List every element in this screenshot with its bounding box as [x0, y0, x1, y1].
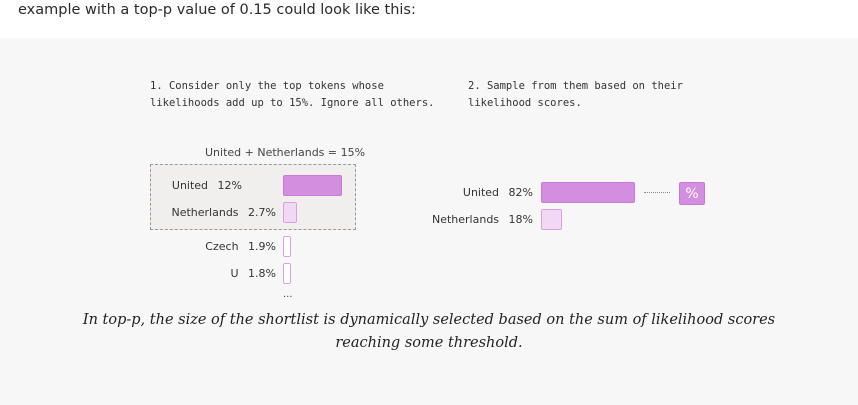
caption-line2: reaching some threshold.: [335, 335, 523, 351]
step2-line2: likelihood scores.: [468, 97, 582, 109]
bar-czech: [283, 236, 291, 257]
token-pct: 12%: [217, 179, 242, 192]
diagram-panel: 1. Consider only the top tokens whose li…: [0, 38, 858, 405]
token-name: Netherlands: [171, 206, 239, 219]
step1-line1: 1. Consider only the top tokens whose: [150, 80, 384, 92]
more-tokens-ellipsis: ...: [283, 289, 293, 300]
step1-line2: likelihoods add up to 15%. Ignore all ot…: [150, 97, 435, 109]
token-united-label-right: United 82%: [463, 186, 533, 199]
token-united-label: United 12%: [172, 179, 242, 192]
caption-line1: In top-p, the size of the shortlist is d…: [82, 312, 776, 328]
bar-netherlands-right: [541, 209, 562, 230]
token-pct: 82%: [508, 186, 533, 199]
bar-united-right: [541, 182, 635, 203]
bar-netherlands: [283, 202, 297, 223]
intro-text: example with a top-p value of 0.15 could…: [18, 2, 416, 18]
sum-label: United + Netherlands = 15%: [205, 146, 366, 159]
token-name: United: [171, 179, 209, 192]
step2-text: 2. Sample from them based on their likel…: [468, 78, 683, 112]
token-u-label: U 1.8%: [230, 267, 276, 280]
token-netherlands-label-right: Netherlands 18%: [432, 213, 533, 226]
dotted-connector: [644, 192, 670, 193]
step1-text: 1. Consider only the top tokens whose li…: [150, 78, 434, 112]
token-name: U: [230, 267, 239, 280]
token-pct: 2.7%: [248, 206, 276, 219]
token-name: Netherlands: [431, 213, 500, 226]
caption: In top-p, the size of the shortlist is d…: [0, 309, 858, 355]
bar-united: [283, 175, 342, 196]
bar-u: [283, 263, 291, 284]
token-name: Czech: [205, 240, 239, 253]
step2-line1: 2. Sample from them based on their: [468, 80, 683, 92]
token-czech-label: Czech 1.9%: [205, 240, 276, 253]
token-netherlands-label: Netherlands 2.7%: [171, 206, 276, 219]
token-pct: 1.9%: [248, 240, 276, 253]
token-name: United: [462, 186, 500, 199]
selected-tokens-box: [150, 164, 356, 230]
percent-icon: %: [679, 182, 705, 205]
token-pct: 1.8%: [248, 267, 276, 280]
token-pct: 18%: [508, 213, 533, 226]
